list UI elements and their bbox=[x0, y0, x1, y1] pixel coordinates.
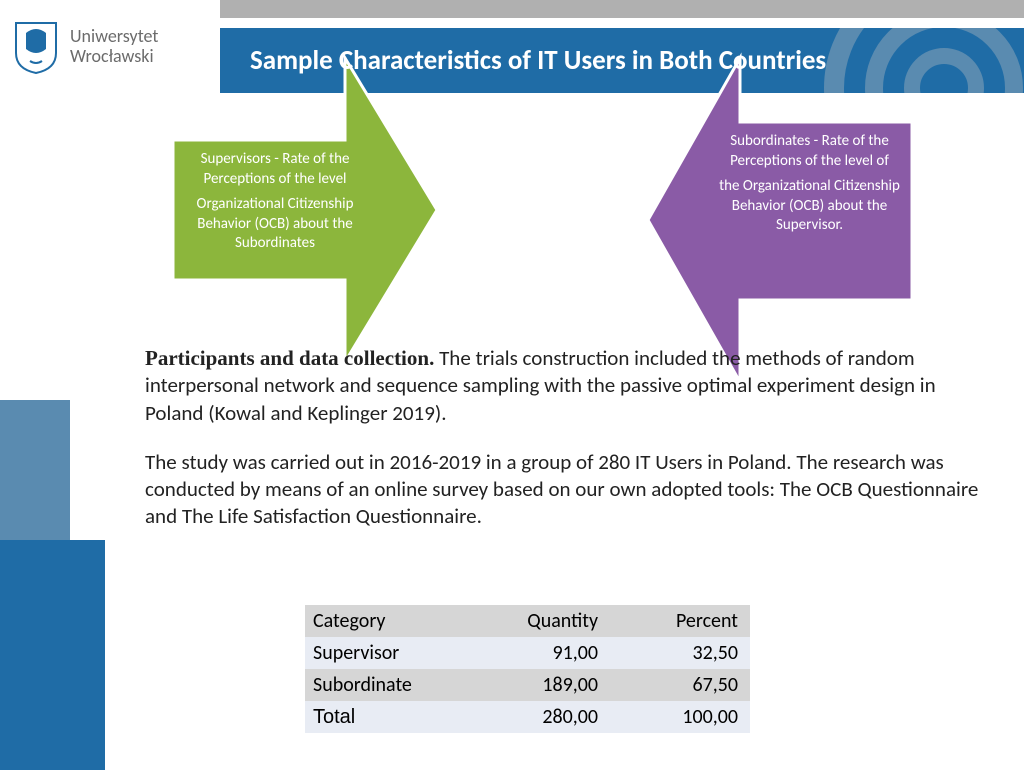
cell-quantity: 280,00 bbox=[470, 701, 610, 733]
side-accent-1 bbox=[0, 400, 70, 540]
paragraph-2: The study was carried out in 2016-2019 i… bbox=[145, 449, 985, 531]
cell-category: Supervisor bbox=[305, 637, 470, 669]
cell-percent: 100,00 bbox=[610, 701, 750, 733]
arrow-right-line2: the Organizational Citizenship Behavior … bbox=[712, 177, 907, 236]
th-percent: Percent bbox=[610, 605, 750, 637]
cell-category: Total bbox=[305, 701, 470, 733]
logo-line1: Uniwersytet bbox=[70, 27, 158, 47]
table-row: Subordinate 189,00 67,50 bbox=[305, 669, 750, 701]
body-text: Participants and data collection. The tr… bbox=[145, 345, 985, 553]
decorative-circles bbox=[824, 28, 1024, 93]
cell-quantity: 91,00 bbox=[470, 637, 610, 669]
cell-category: Subordinate bbox=[305, 669, 470, 701]
logo-text: Uniwersytet Wrocławski bbox=[70, 27, 158, 67]
logo-line2: Wrocławski bbox=[70, 47, 158, 67]
table-header-row: Category Quantity Percent bbox=[305, 605, 750, 637]
crest-icon bbox=[12, 19, 60, 74]
cell-percent: 67,50 bbox=[610, 669, 750, 701]
arrow-left-line1: Supervisors - Rate of the Perceptions of… bbox=[180, 150, 370, 189]
supervisors-arrow: Supervisors - Rate of the Perceptions of… bbox=[165, 50, 445, 370]
table-row-total: Total 280,00 100,00 bbox=[305, 701, 750, 733]
side-accent-2 bbox=[0, 540, 105, 770]
cell-quantity: 189,00 bbox=[470, 669, 610, 701]
arrow-left-line2: Organizational Citizenship Behavior (OCB… bbox=[180, 195, 370, 254]
cell-percent: 32,50 bbox=[610, 637, 750, 669]
page-title: Sample Characteristics of IT Users in Bo… bbox=[250, 44, 826, 77]
th-category: Category bbox=[305, 605, 470, 637]
para1-bold: Participants and data collection. bbox=[145, 346, 434, 370]
top-gray-bar bbox=[220, 0, 1024, 18]
th-quantity: Quantity bbox=[470, 605, 610, 637]
table-row: Supervisor 91,00 32,50 bbox=[305, 637, 750, 669]
arrow-right-line1: Subordinates - Rate of the Perceptions o… bbox=[712, 132, 907, 171]
subordinates-arrow: Subordinates - Rate of the Perceptions o… bbox=[640, 50, 920, 390]
sample-table: Category Quantity Percent Supervisor 91,… bbox=[305, 605, 750, 733]
paragraph-1: Participants and data collection. The tr… bbox=[145, 345, 985, 427]
